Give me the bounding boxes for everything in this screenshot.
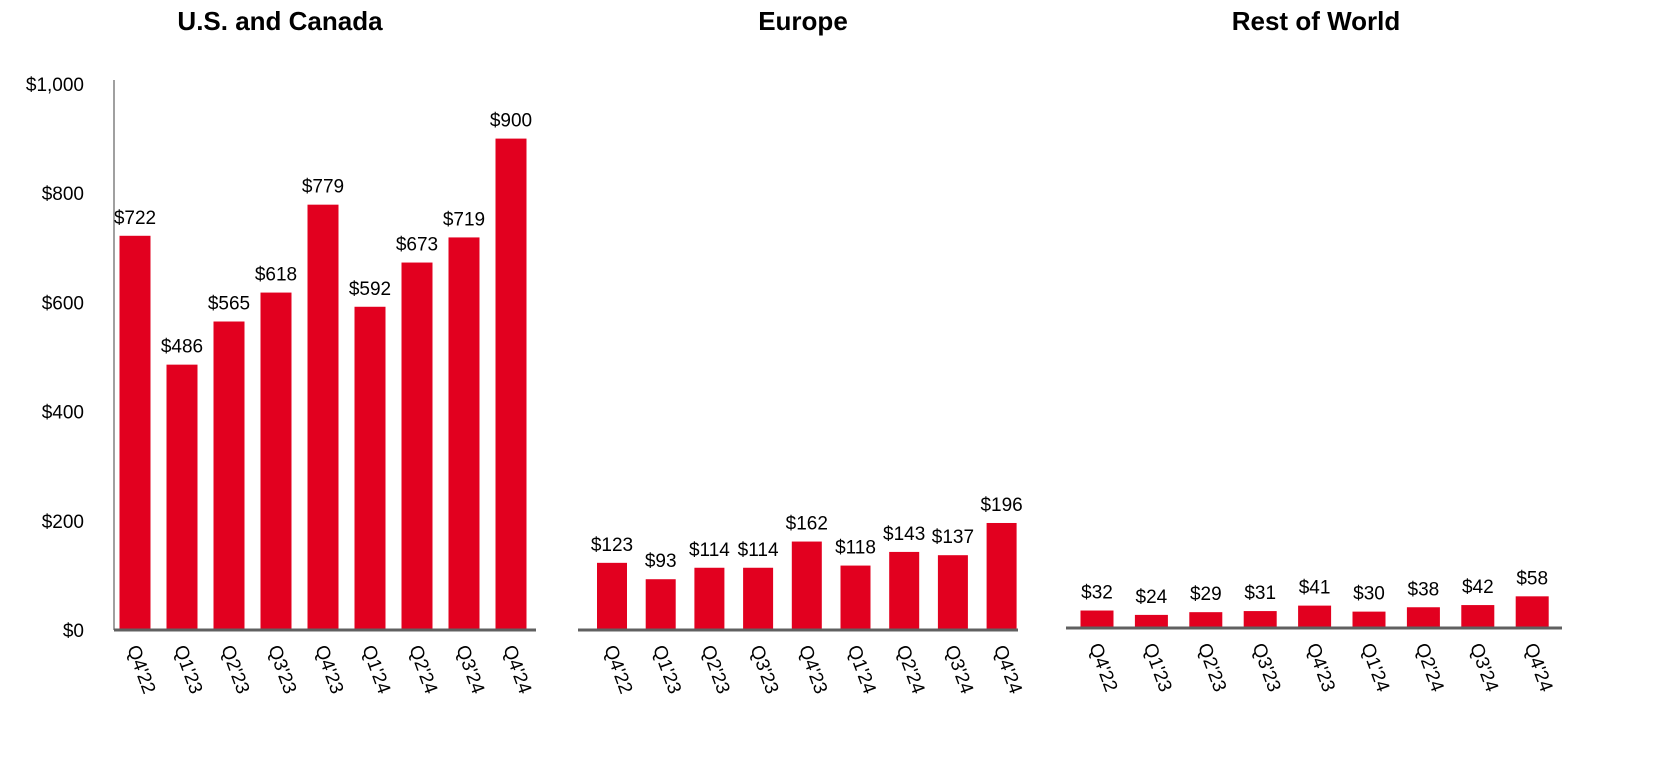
data-label: $30 — [1353, 584, 1385, 605]
y-tick-label: $600 — [42, 293, 84, 314]
data-label: $32 — [1081, 583, 1113, 604]
bar — [1189, 612, 1223, 628]
data-label: $196 — [980, 495, 1022, 516]
x-tick-label: Q3'24 — [451, 643, 488, 698]
x-tick-label: Q2'24 — [892, 643, 929, 698]
y-tick-label: $200 — [42, 512, 84, 533]
bar — [448, 237, 480, 630]
data-label: $24 — [1136, 587, 1168, 608]
bar — [1406, 607, 1440, 628]
x-tick-label: Q1'23 — [1139, 641, 1176, 695]
bar — [307, 204, 339, 630]
data-label: $29 — [1190, 584, 1222, 605]
x-tick-label: Q4'22 — [122, 643, 159, 697]
x-tick-label: Q1'24 — [843, 643, 880, 698]
x-tick-label: Q1'24 — [1356, 641, 1393, 696]
y-tick-label: $1,000 — [26, 75, 84, 96]
data-label: $779 — [302, 177, 344, 198]
x-tick-label: Q4'23 — [794, 643, 831, 697]
x-tick-label: Q3'23 — [263, 643, 300, 697]
bar — [1298, 605, 1332, 628]
data-label: $114 — [738, 540, 779, 561]
data-label: $618 — [255, 265, 297, 286]
x-tick-label: Q1'23 — [648, 643, 685, 697]
bar — [791, 541, 822, 630]
bar — [694, 567, 725, 630]
bar — [401, 262, 433, 630]
data-label: $114 — [689, 540, 730, 561]
data-label: $41 — [1299, 578, 1331, 599]
x-tick-label: Q2'23 — [697, 643, 734, 697]
bar — [166, 364, 198, 630]
y-tick-label: $0 — [63, 621, 84, 642]
data-label: $42 — [1462, 577, 1494, 598]
data-label: $900 — [490, 111, 532, 132]
bar — [260, 292, 292, 630]
bar — [213, 321, 245, 630]
bar — [840, 565, 871, 630]
bar — [495, 138, 527, 630]
data-label: $565 — [208, 294, 250, 315]
x-tick-label: Q3'23 — [745, 643, 782, 697]
bar — [743, 567, 774, 630]
chart-title-rest-of-world: Rest of World — [1231, 6, 1401, 36]
x-tick-label: Q3'24 — [940, 643, 977, 698]
chart-title-us-canada: U.S. and Canada — [177, 6, 383, 36]
bar — [1352, 611, 1386, 628]
x-tick-label: Q4'24 — [989, 643, 1026, 698]
bar — [889, 551, 920, 630]
data-label: $673 — [396, 235, 438, 256]
x-tick-label: Q4'23 — [310, 643, 347, 697]
x-tick-label: Q2'23 — [216, 643, 253, 697]
bar — [1243, 611, 1277, 628]
y-tick-label: $400 — [42, 403, 84, 424]
x-tick-label: Q4'22 — [599, 643, 636, 697]
data-label: $486 — [161, 337, 203, 358]
data-label: $143 — [883, 524, 925, 545]
data-label: $38 — [1408, 579, 1440, 600]
x-tick-label: Q1'24 — [357, 643, 394, 698]
data-label: $137 — [932, 527, 974, 548]
x-tick-label: Q2'23 — [1193, 641, 1230, 695]
bar — [1134, 614, 1168, 628]
bar — [1515, 596, 1549, 628]
data-label: $118 — [835, 538, 876, 559]
x-tick-label: Q2'24 — [404, 643, 441, 698]
x-tick-label: Q4'24 — [498, 643, 535, 698]
data-label: $31 — [1244, 583, 1276, 604]
data-label: $719 — [443, 209, 485, 230]
data-label: $722 — [114, 208, 156, 229]
bar — [986, 522, 1017, 630]
data-label: $592 — [349, 279, 391, 300]
bar — [597, 562, 627, 630]
x-tick-label: Q4'22 — [1084, 641, 1121, 695]
data-label: $58 — [1516, 568, 1548, 589]
x-tick-label: Q4'23 — [1302, 641, 1339, 695]
data-label: $162 — [786, 514, 828, 535]
x-tick-label: Q2'24 — [1411, 641, 1448, 696]
bar — [1461, 605, 1495, 628]
data-label: $93 — [645, 551, 677, 572]
bar — [645, 579, 676, 630]
x-tick-label: Q4'24 — [1520, 641, 1557, 696]
bar — [119, 235, 151, 630]
data-label: $123 — [591, 535, 633, 556]
x-tick-label: Q3'24 — [1465, 641, 1502, 696]
x-tick-label: Q1'23 — [169, 643, 206, 697]
chart-title-europe: Europe — [758, 6, 848, 36]
bar — [1080, 610, 1114, 628]
x-tick-label: Q3'23 — [1248, 641, 1285, 695]
y-tick-label: $800 — [42, 184, 84, 205]
bar — [937, 555, 968, 630]
bar — [354, 306, 386, 630]
